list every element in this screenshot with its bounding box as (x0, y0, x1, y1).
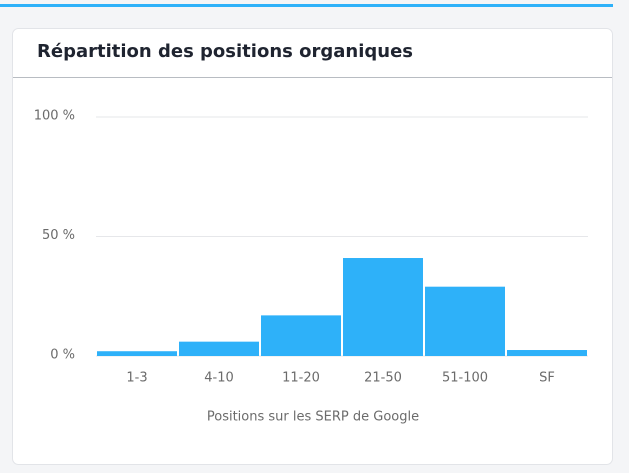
y-tick-label: 0 % (50, 348, 75, 363)
top-bar (0, 4, 613, 7)
y-tick-label: 50 % (42, 228, 75, 243)
x-tick-label: 1-3 (126, 371, 147, 386)
x-axis-title: Positions sur les SERP de Google (207, 410, 419, 425)
bar (425, 286, 505, 356)
bar (343, 258, 423, 356)
plot: 0 % 50 % 100 % 1-3 4-10 11-20 21-50 51-100 SF (34, 109, 588, 386)
x-tick-label: 4-10 (204, 371, 234, 386)
bar (507, 350, 587, 356)
x-tick-label: 11-20 (282, 371, 320, 386)
bar (179, 341, 259, 356)
bar (97, 351, 177, 356)
chart-title: Répartition des positions organiques (37, 41, 413, 62)
y-tick-label: 100 % (34, 109, 75, 124)
bar (261, 315, 341, 356)
x-tick-label: SF (539, 371, 555, 386)
x-tick-label: 21-50 (364, 371, 402, 386)
card (12, 28, 613, 465)
x-tick-label: 51-100 (442, 371, 488, 386)
